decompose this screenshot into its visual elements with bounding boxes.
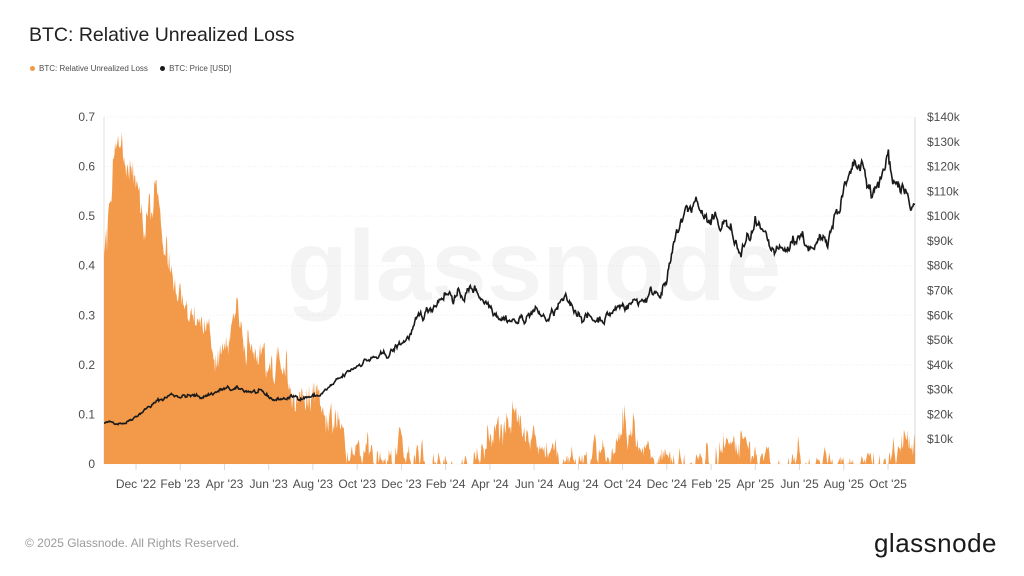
svg-text:0.5: 0.5: [78, 209, 95, 223]
svg-text:Aug '24: Aug '24: [558, 477, 599, 491]
svg-text:0.7: 0.7: [78, 110, 95, 124]
svg-text:Oct '23: Oct '23: [338, 477, 376, 491]
svg-text:0.4: 0.4: [78, 259, 95, 273]
svg-text:0.1: 0.1: [78, 407, 95, 421]
svg-text:$110k: $110k: [927, 184, 960, 198]
svg-text:0.6: 0.6: [78, 160, 95, 174]
svg-text:Jun '24: Jun '24: [515, 477, 554, 491]
svg-text:Apr '23: Apr '23: [206, 477, 244, 491]
svg-text:Feb '23: Feb '23: [160, 477, 200, 491]
svg-text:Aug '25: Aug '25: [824, 477, 865, 491]
svg-text:$120k: $120k: [927, 160, 961, 174]
svg-text:Dec '24: Dec '24: [647, 477, 688, 491]
svg-text:$50k: $50k: [927, 333, 954, 347]
svg-text:$80k: $80k: [927, 259, 954, 273]
svg-text:$130k: $130k: [927, 135, 961, 149]
svg-text:Apr '24: Apr '24: [471, 477, 509, 491]
svg-text:glassnode: glassnode: [287, 210, 782, 322]
svg-text:Dec '23: Dec '23: [381, 477, 422, 491]
svg-text:Aug '23: Aug '23: [293, 477, 334, 491]
svg-text:$30k: $30k: [927, 383, 954, 397]
svg-text:$70k: $70k: [927, 284, 954, 298]
svg-text:$100k: $100k: [927, 209, 961, 223]
svg-text:Jun '23: Jun '23: [250, 477, 289, 491]
svg-text:Oct '24: Oct '24: [604, 477, 642, 491]
svg-text:Dec '22: Dec '22: [116, 477, 157, 491]
svg-text:$60k: $60k: [927, 308, 954, 322]
svg-text:$40k: $40k: [927, 358, 954, 372]
svg-text:Jun '25: Jun '25: [780, 477, 819, 491]
svg-text:Apr '25: Apr '25: [736, 477, 774, 491]
svg-text:$20k: $20k: [927, 407, 954, 421]
svg-text:0.3: 0.3: [78, 308, 95, 322]
svg-text:0: 0: [88, 457, 95, 471]
svg-text:Feb '25: Feb '25: [691, 477, 731, 491]
svg-text:0.2: 0.2: [78, 358, 95, 372]
svg-text:$10k: $10k: [927, 432, 954, 446]
svg-text:Feb '24: Feb '24: [426, 477, 466, 491]
svg-text:$140k: $140k: [927, 110, 961, 124]
svg-text:$90k: $90k: [927, 234, 954, 248]
svg-text:Oct '25: Oct '25: [869, 477, 907, 491]
